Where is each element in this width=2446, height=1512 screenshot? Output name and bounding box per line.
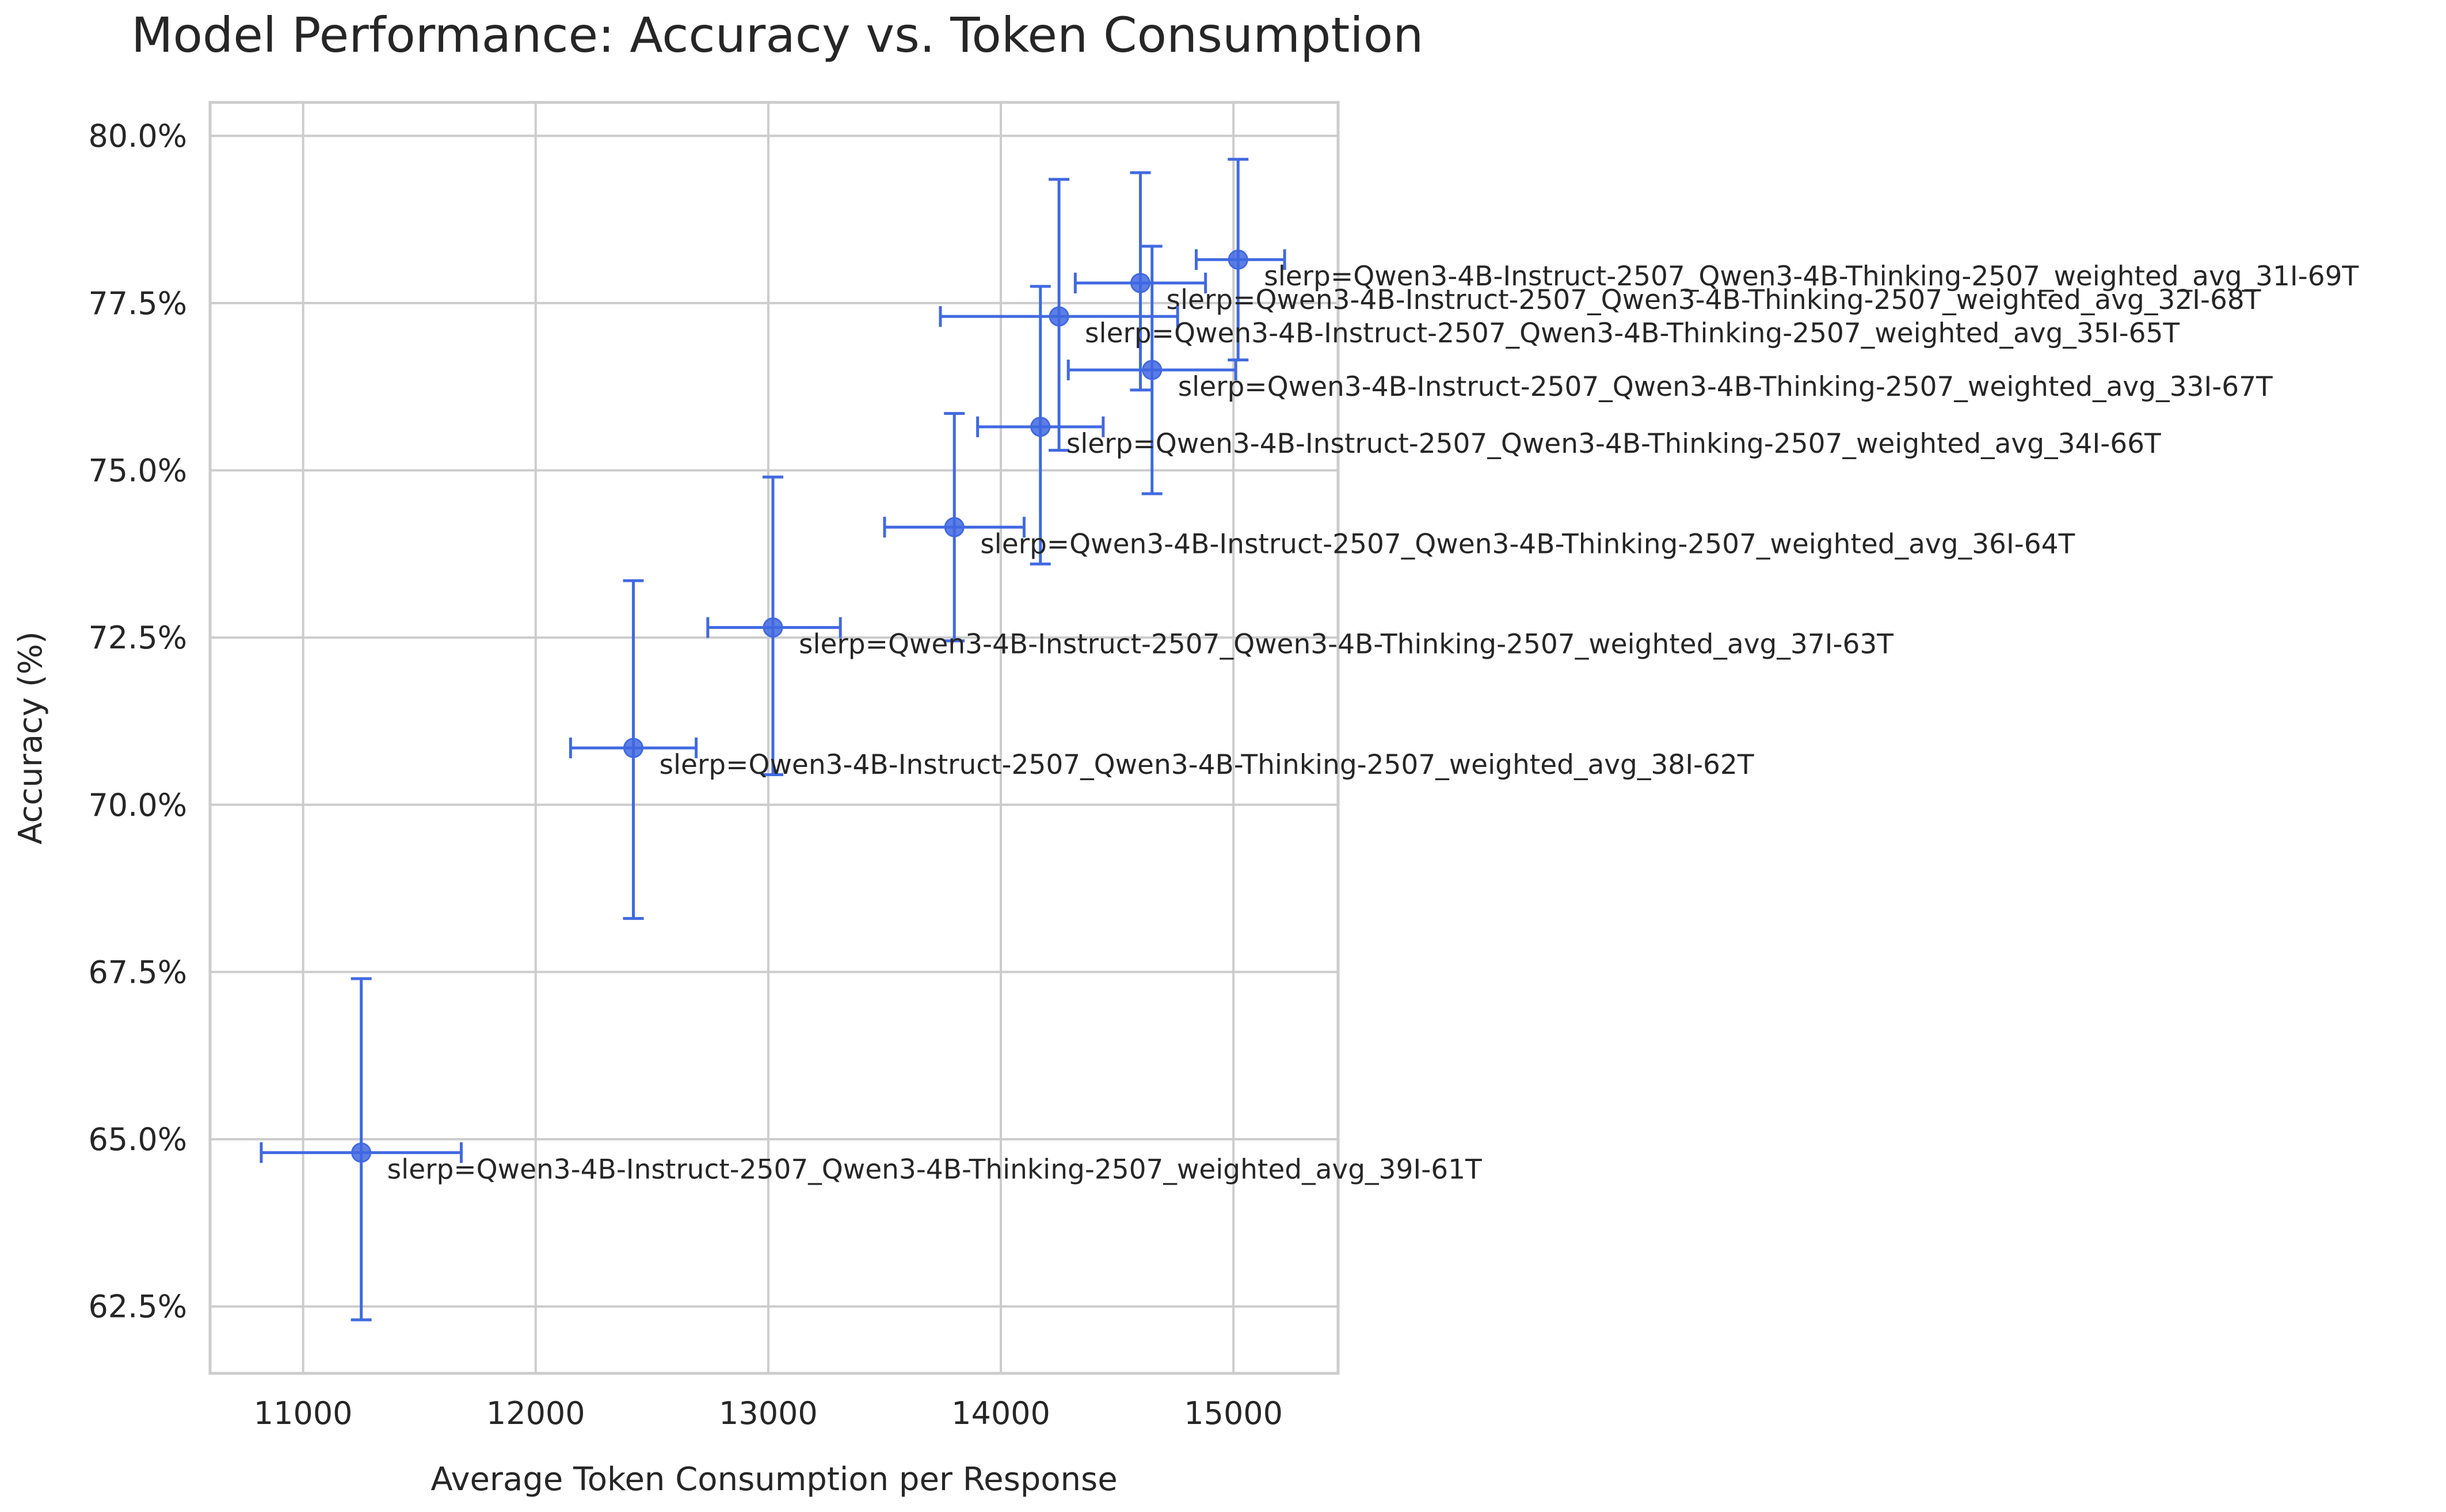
y-tick-label: 80.0% (88, 118, 187, 154)
x-tick-label: 13000 (719, 1395, 818, 1431)
data-point (944, 517, 965, 537)
data-point (1228, 249, 1248, 270)
data-point (351, 1142, 372, 1163)
point-annotation: slerp=Qwen3-4B-Instruct-2507_Qwen3-4B-Th… (1085, 318, 2180, 349)
data-point (623, 738, 644, 758)
y-axis-ticks: 62.5% 65.0% 67.5% 70.0% 72.5% 75.0% 77.5% 80.0% (88, 118, 187, 1325)
data-point-group: slerp=Qwen3-4B-Instruct-2507_Qwen3-4B-Th… (976, 285, 2161, 566)
data-point (763, 617, 783, 638)
point-annotation: slerp=Qwen3-4B-Instruct-2507_Qwen3-4B-Th… (660, 749, 1754, 781)
data-point-group: slerp=Qwen3-4B-Instruct-2507_Qwen3-4B-Th… (883, 412, 2075, 643)
point-annotation: slerp=Qwen3-4B-Instruct-2507_Qwen3-4B-Th… (799, 629, 1893, 660)
data-point-group: slerp=Qwen3-4B-Instruct-2507_Qwen3-4B-Th… (1194, 158, 2359, 362)
x-tick-label: 11000 (254, 1395, 353, 1431)
x-axis-ticks: 11000 12000 13000 14000 15000 (254, 1395, 1283, 1431)
data-point (1130, 273, 1150, 293)
data-points: slerp=Qwen3-4B-Instruct-2507_Qwen3-4B-Th… (260, 158, 2359, 1322)
y-tick-label: 65.0% (88, 1121, 187, 1158)
y-tick-label: 62.5% (88, 1289, 187, 1325)
x-tick-label: 15000 (1184, 1395, 1283, 1431)
data-point-group: slerp=Qwen3-4B-Instruct-2507_Qwen3-4B-Th… (569, 579, 1754, 920)
data-point (1030, 417, 1051, 437)
x-tick-label: 14000 (951, 1395, 1050, 1431)
point-annotation: slerp=Qwen3-4B-Instruct-2507_Qwen3-4B-Th… (1066, 428, 2161, 460)
data-point (1049, 306, 1069, 327)
x-axis-label: Average Token Consumption per Response (430, 1461, 1117, 1498)
plot-frame (208, 101, 1340, 1375)
point-annotation: slerp=Qwen3-4B-Instruct-2507_Qwen3-4B-Th… (387, 1154, 1482, 1185)
x-tick-label: 12000 (486, 1395, 585, 1431)
point-annotation: slerp=Qwen3-4B-Instruct-2507_Qwen3-4B-Th… (1264, 261, 2359, 292)
data-point-group: slerp=Qwen3-4B-Instruct-2507_Qwen3-4B-Th… (706, 475, 1893, 776)
y-tick-label: 70.0% (88, 787, 187, 823)
point-annotation: slerp=Qwen3-4B-Instruct-2507_Qwen3-4B-Th… (980, 528, 2075, 560)
data-point-group: slerp=Qwen3-4B-Instruct-2507_Qwen3-4B-Th… (1066, 245, 2273, 495)
y-tick-label: 72.5% (88, 620, 187, 656)
chart-title: Model Performance: Accuracy vs. Token Co… (131, 7, 1423, 63)
y-tick-label: 77.5% (88, 285, 187, 322)
y-tick-label: 75.0% (88, 452, 187, 488)
point-annotation: slerp=Qwen3-4B-Instruct-2507_Qwen3-4B-Th… (1166, 284, 2261, 316)
y-axis-label: Accuracy (%) (12, 631, 49, 844)
data-point-group: slerp=Qwen3-4B-Instruct-2507_Qwen3-4B-Th… (260, 977, 1482, 1322)
y-tick-label: 67.5% (88, 954, 187, 990)
gridlines (210, 102, 1338, 1373)
data-point (1142, 360, 1163, 380)
point-annotation: slerp=Qwen3-4B-Instruct-2507_Qwen3-4B-Th… (1178, 371, 2273, 403)
data-point-group: slerp=Qwen3-4B-Instruct-2507_Qwen3-4B-Th… (1073, 171, 2261, 392)
data-point-group: slerp=Qwen3-4B-Instruct-2507_Qwen3-4B-Th… (939, 178, 2180, 452)
